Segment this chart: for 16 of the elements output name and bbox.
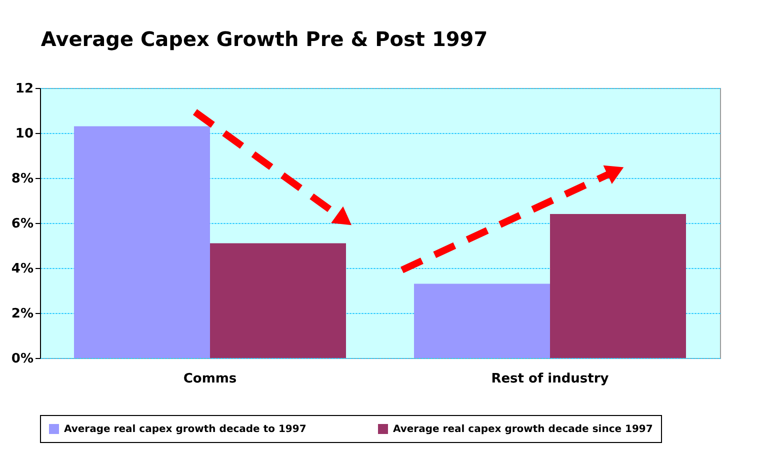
bar: [210, 243, 346, 358]
bar: [74, 126, 210, 358]
x-tick-label: Rest of industry: [491, 372, 610, 386]
bar: [414, 284, 550, 358]
y-tick-label: 6%: [11, 216, 34, 232]
bar: [550, 214, 686, 358]
y-tick-label: 8%: [11, 172, 34, 186]
y-tick-label: 0%: [11, 352, 34, 366]
y-tick-label: 10: [15, 126, 34, 142]
y-tick-label: 4%: [11, 262, 34, 276]
legend-label: Average real capex growth decade to 1997: [64, 424, 306, 435]
y-tick-label: 12: [15, 82, 34, 96]
chart-title: Average Capex Growth Pre & Post 1997: [40, 27, 488, 51]
x-tick-label: Comms: [183, 372, 237, 386]
y-tick-label: 2%: [11, 306, 34, 322]
legend-label: Average real capex growth decade since 1997: [393, 424, 653, 435]
